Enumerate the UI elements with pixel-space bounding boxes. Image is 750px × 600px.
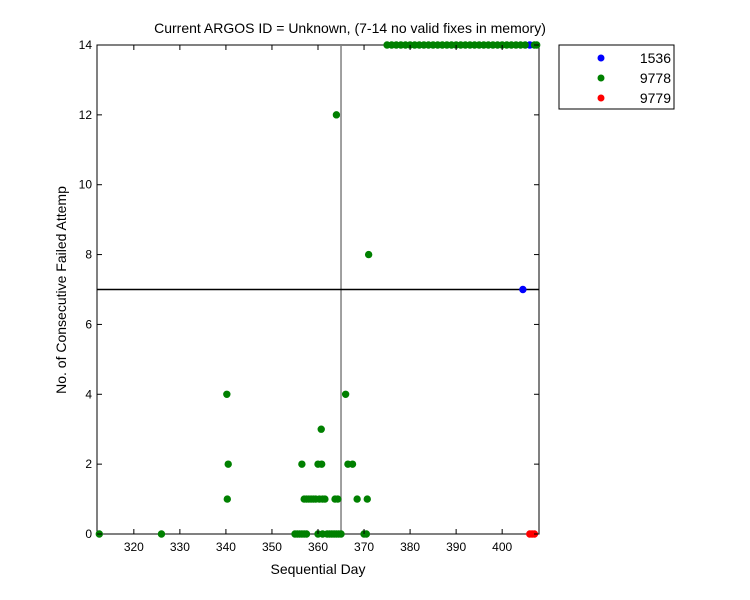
data-point-9778 — [317, 425, 325, 433]
y-tick-label: 12 — [79, 108, 93, 122]
data-point-9778 — [332, 111, 341, 119]
legend-label-9778: 9778 — [640, 70, 671, 86]
y-tick-label: 8 — [85, 248, 92, 262]
x-tick-label: 380 — [400, 540, 420, 554]
y-axis-label: No. of Consecutive Failed Attemp — [53, 186, 69, 394]
data-point-9778 — [224, 460, 232, 468]
y-tick-label: 0 — [85, 527, 92, 541]
plot-area: 320 330 340 350 360 370 380 390 400 0 2 4 6 8 10 12 14 — [79, 38, 541, 554]
data-point-9778 — [353, 495, 361, 503]
legend-marker-1536 — [597, 54, 605, 62]
y-axis-ticks: 0 2 4 6 8 10 12 14 — [79, 38, 539, 541]
data-point-9778 — [223, 390, 231, 398]
data-point-9778 — [521, 41, 529, 49]
data-point-1536 — [519, 285, 527, 294]
x-tick-label: 390 — [446, 540, 466, 554]
y-tick-label: 4 — [85, 387, 92, 401]
y-tick-label: 10 — [79, 178, 93, 192]
data-point-9778 — [362, 530, 371, 538]
x-tick-label: 350 — [262, 540, 282, 554]
legend-label-1536: 1536 — [640, 50, 671, 66]
data-point-9778 — [334, 495, 342, 503]
x-tick-label: 370 — [354, 540, 374, 554]
x-axis-ticks: 320 330 340 350 360 370 380 390 400 — [124, 45, 512, 554]
data-point-9778 — [341, 390, 350, 398]
data-point-9778 — [321, 495, 329, 503]
legend-box — [558, 44, 675, 110]
y-tick-label: 6 — [85, 317, 92, 331]
x-axis-label: Sequential Day — [271, 561, 366, 577]
x-tick-label: 400 — [492, 540, 512, 554]
data-point-9778 — [337, 530, 345, 538]
x-tick-label: 360 — [308, 540, 328, 554]
data-point-9778 — [317, 460, 326, 468]
x-tick-label: 340 — [216, 540, 236, 554]
data-point-9778 — [302, 530, 311, 538]
data-point-9778 — [363, 495, 371, 503]
y-tick-label: 14 — [79, 38, 93, 52]
y-tick-label: 2 — [85, 457, 92, 471]
data-point-9778 — [364, 250, 373, 259]
data-point-9778 — [157, 530, 166, 538]
x-tick-label: 330 — [170, 540, 190, 554]
legend-label-9779: 9779 — [640, 90, 671, 106]
chart-title: Current ARGOS ID = Unknown, (7-14 no val… — [154, 20, 546, 36]
legend: 1536 9778 9779 — [558, 44, 675, 110]
reference-lines — [97, 45, 539, 534]
data-point-9778 — [298, 460, 306, 468]
data-point-9778 — [348, 460, 357, 468]
legend-marker-9778 — [597, 74, 605, 82]
x-tick-label: 320 — [124, 540, 144, 554]
data-point-9778 — [223, 495, 231, 503]
legend-marker-9779 — [597, 94, 605, 102]
